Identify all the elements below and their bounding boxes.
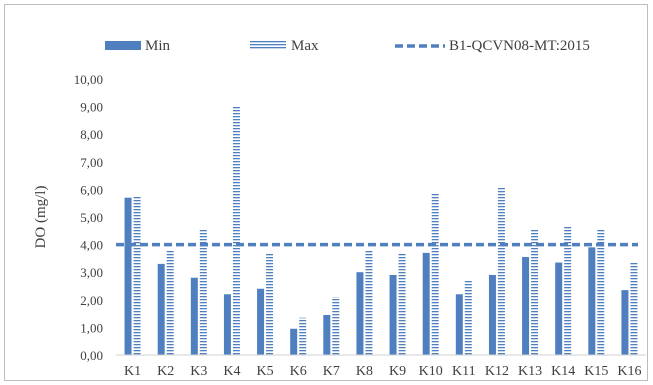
max-bar-k4 xyxy=(232,106,240,355)
max-bar-k6 xyxy=(299,317,307,355)
x-tick-label: K14 xyxy=(551,364,575,379)
x-tick-label: K5 xyxy=(257,364,274,379)
max-bar-k16 xyxy=(630,262,638,355)
x-tick-label: K7 xyxy=(323,364,340,379)
min-bar-k8 xyxy=(356,272,364,355)
legend: Min Max B1-QCVN08-MT:2015 xyxy=(105,38,590,54)
max-bar-k11 xyxy=(464,280,472,355)
x-tick-label: K13 xyxy=(518,364,542,379)
min-bar-k15 xyxy=(588,247,596,355)
max-bar-k7 xyxy=(332,297,340,355)
do-bar-chart: Min Max B1-QCVN08-MT:2015 DO (mg/l) 0,00… xyxy=(33,38,646,379)
min-bar-k13 xyxy=(522,257,530,355)
chart-frame: Min Max B1-QCVN08-MT:2015 DO (mg/l) 0,00… xyxy=(4,4,648,381)
y-tick-label: 2,00 xyxy=(80,293,103,308)
max-bar-k8 xyxy=(365,250,373,355)
y-axis-label: DO (mg/l) xyxy=(33,186,49,249)
max-bar-k9 xyxy=(398,252,406,355)
y-tick-label: 9,00 xyxy=(80,100,103,115)
legend-max-label: Max xyxy=(291,38,319,54)
y-tick-label: 7,00 xyxy=(80,155,103,170)
min-bar-k5 xyxy=(257,288,265,355)
max-bar-k10 xyxy=(431,193,439,355)
max-bar-k2 xyxy=(166,250,174,355)
max-bar-k1 xyxy=(133,196,141,355)
min-bar-k9 xyxy=(389,274,397,355)
x-tick-label: K16 xyxy=(617,364,641,379)
min-bar-k12 xyxy=(488,274,496,355)
min-bar-k11 xyxy=(455,294,463,355)
min-bar-k3 xyxy=(190,277,198,355)
legend-max-swatch xyxy=(250,41,286,50)
x-tick-label: K12 xyxy=(485,364,509,379)
min-bar-k14 xyxy=(555,262,563,355)
y-tick-label: 5,00 xyxy=(80,210,103,225)
min-bar-k10 xyxy=(422,252,430,355)
x-tick-label: K15 xyxy=(584,364,608,379)
min-bar-k16 xyxy=(621,290,629,355)
x-axis-labels: K1 K2 K3 K4 K5 K6 K7 K8 K9 K10 K11 K12 K13 K14 K15 K16 xyxy=(124,364,642,379)
min-bar-k7 xyxy=(323,314,331,355)
max-bar-k13 xyxy=(531,229,539,355)
max-bar-k14 xyxy=(564,226,572,355)
y-tick-label: 4,00 xyxy=(80,238,103,253)
legend-reference-label: B1-QCVN08-MT:2015 xyxy=(449,38,590,54)
max-bar-k12 xyxy=(497,188,505,355)
y-tick-label: 3,00 xyxy=(80,265,103,280)
y-tick-label: 8,00 xyxy=(80,127,103,142)
min-bar-k4 xyxy=(223,294,231,355)
x-tick-label: K2 xyxy=(157,364,174,379)
x-tick-label: K3 xyxy=(190,364,207,379)
max-bar-k3 xyxy=(199,229,207,355)
x-tick-label: K11 xyxy=(452,364,476,379)
min-bar-k1 xyxy=(124,197,132,355)
y-tick-label: 6,00 xyxy=(80,182,103,197)
x-tick-label: K9 xyxy=(389,364,406,379)
x-tick-label: K4 xyxy=(223,364,240,379)
bar-series xyxy=(124,106,638,355)
x-tick-label: K1 xyxy=(124,364,141,379)
x-tick-label: K6 xyxy=(290,364,307,379)
legend-min-label: Min xyxy=(145,38,171,54)
y-tick-label: 1,00 xyxy=(80,320,103,335)
min-bar-k6 xyxy=(290,328,298,355)
y-tick-label: 10,00 xyxy=(74,72,103,87)
x-tick-label: K10 xyxy=(419,364,443,379)
y-axis-ticks: 0,00 1,00 2,00 3,00 4,00 5,00 6,00 7,00 8,00 9,00… xyxy=(74,72,103,363)
legend-min-swatch xyxy=(105,41,141,50)
max-bar-k5 xyxy=(266,252,274,355)
min-bar-k2 xyxy=(157,263,165,355)
x-tick-label: K8 xyxy=(356,364,373,379)
y-tick-label: 0,00 xyxy=(80,348,103,363)
max-bar-k15 xyxy=(597,229,605,355)
